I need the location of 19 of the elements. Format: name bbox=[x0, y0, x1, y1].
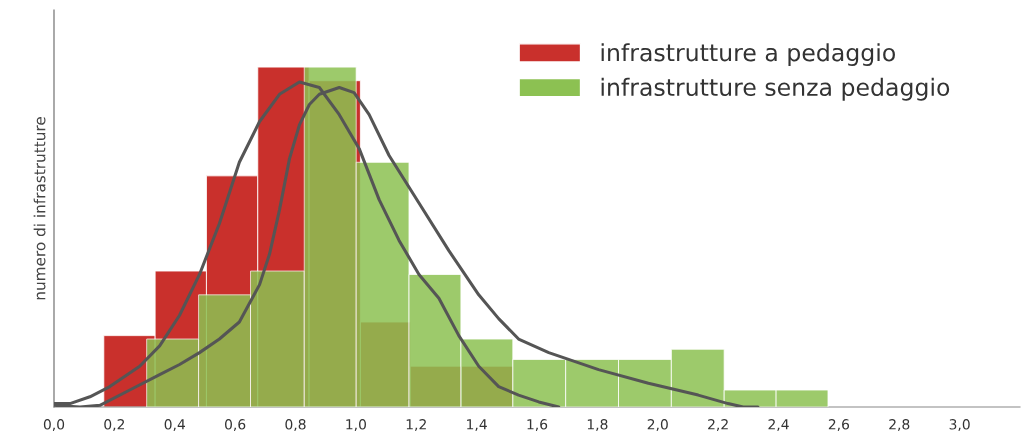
y-axis-title: numero di infrastrutture bbox=[33, 117, 46, 300]
x-tick-label: 0,4 bbox=[164, 419, 186, 431]
x-tick-label: 1,0 bbox=[346, 419, 366, 431]
x-tick-label: 2,0 bbox=[647, 419, 668, 431]
x-tick-label: 2,8 bbox=[889, 419, 910, 431]
x-tick-label: 0,8 bbox=[285, 419, 306, 431]
x-tick-label: 0,0 bbox=[43, 419, 65, 431]
x-tick-label: 1,2 bbox=[406, 419, 426, 431]
x-tick-label: 3,0 bbox=[949, 419, 970, 431]
x-tick-label: 0,2 bbox=[104, 419, 125, 431]
x-tick-label: 2,2 bbox=[708, 419, 728, 431]
x-tick-label: 1,4 bbox=[467, 419, 487, 431]
x-tick-label: 1,6 bbox=[527, 419, 548, 431]
legend-label: infrastrutture a pedaggio bbox=[601, 43, 895, 67]
x-tick-label: 0,6 bbox=[225, 419, 246, 431]
x-tick-label: 1,8 bbox=[587, 419, 608, 431]
legend-label: infrastrutture senza pedaggio bbox=[601, 77, 950, 101]
x-tick-label: 2,6 bbox=[828, 419, 850, 431]
x-tick-label: 2,4 bbox=[768, 419, 789, 431]
